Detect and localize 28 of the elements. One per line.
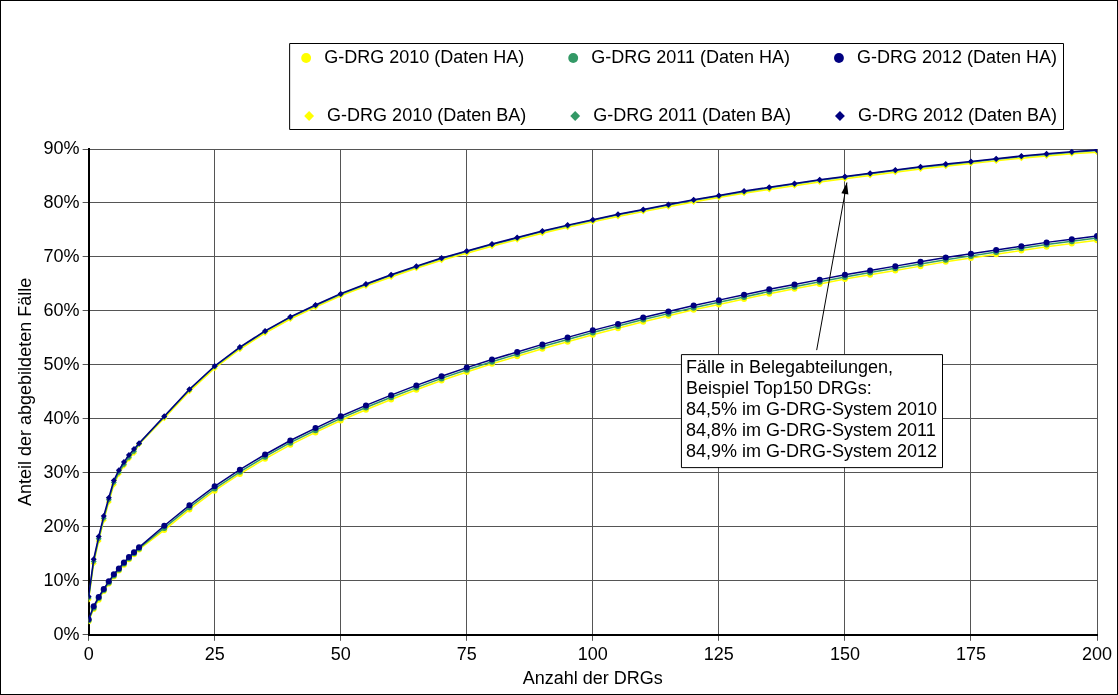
x-tick-label: 175 xyxy=(955,643,986,664)
y-tick-label: 70% xyxy=(43,245,80,266)
legend-label: G-DRG 2012 (Daten HA) xyxy=(856,46,1058,67)
x-tick-label: 25 xyxy=(204,643,225,664)
y-tick-label: 50% xyxy=(43,353,80,374)
y-tick-label: 90% xyxy=(43,137,80,158)
annotation: Fälle in Belegabteilungen, Beispiel Top150 DRGs: 84,5% im G-DRG-System 2010 84,8% im G-DRG-System 2011 84,9% im G-DRG-System 2012 xyxy=(685,357,937,462)
x-tick-label: 125 xyxy=(703,643,734,664)
legend-label: G-DRG 2012 (Daten BA) xyxy=(857,104,1058,125)
legend-label: G-DRG 2011 (Daten HA) xyxy=(591,46,790,67)
y-tick-label: 80% xyxy=(43,191,80,212)
x-tick-label: 100 xyxy=(577,643,608,664)
x-tick-label: 50 xyxy=(330,643,351,664)
y-tick-label: 20% xyxy=(43,515,80,536)
x-tick-label: 200 xyxy=(1081,643,1113,664)
y-tick-label: 40% xyxy=(43,407,80,428)
y-tick-label: 0% xyxy=(53,623,80,644)
legend-label: G-DRG 2010 (Daten HA) xyxy=(324,46,525,67)
legend-label: G-DRG 2010 (Daten BA) xyxy=(327,104,527,125)
x-tick-label: 0 xyxy=(83,643,94,664)
y-axis-title: Anteil der abgebildeten Fälle xyxy=(14,277,35,506)
x-axis-title: Anzahl der DRGs xyxy=(522,668,663,689)
y-tick-label: 60% xyxy=(43,299,80,320)
legend-label: G-DRG 2011 (Daten BA) xyxy=(593,104,791,125)
x-tick-label: 75 xyxy=(456,643,477,664)
y-tick-label: 30% xyxy=(43,461,80,482)
x-tick-label: 150 xyxy=(829,643,860,664)
y-tick-label: 10% xyxy=(43,569,80,590)
